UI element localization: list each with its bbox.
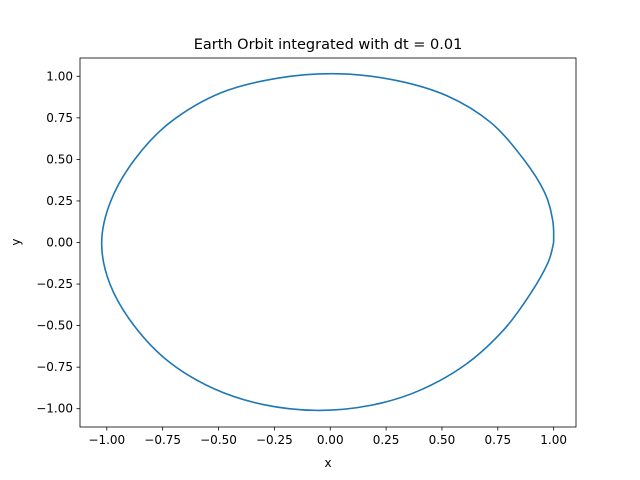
x-tick-label: −0.50: [200, 433, 237, 447]
x-tick-label: −0.75: [144, 433, 181, 447]
y-axis-label: y: [9, 238, 23, 245]
x-axis-ticks: −1.00 −0.75 −0.50 −0.25 0.00 0.25 0.50 0.75 1.00: [88, 427, 567, 447]
x-tick-label: 0.25: [373, 433, 400, 447]
x-tick-label: −1.00: [88, 433, 125, 447]
y-tick-label: −0.50: [36, 319, 73, 333]
x-tick-label: 0.00: [317, 433, 344, 447]
y-tick-label: 0.25: [46, 194, 73, 208]
x-axis-label: x: [324, 456, 331, 470]
x-tick-label: 0.75: [484, 433, 511, 447]
x-tick-label: 1.00: [540, 433, 567, 447]
orbit-series-line: [100, 72, 555, 412]
y-tick-label: 0.75: [46, 111, 73, 125]
y-tick-label: 0.50: [46, 152, 73, 166]
x-tick-label: −0.25: [256, 433, 293, 447]
y-tick-label: 0.00: [46, 236, 73, 250]
y-tick-label: 1.00: [46, 69, 73, 83]
chart-title: Earth Orbit integrated with dt = 0.01: [194, 37, 463, 53]
y-tick-label: −0.25: [36, 277, 73, 291]
series-layer: [100, 72, 555, 412]
plot-frame: [79, 57, 577, 428]
y-tick-label: −1.00: [36, 402, 73, 416]
plot-area: [80, 58, 576, 427]
y-axis-ticks: −1.00 −0.75 −0.50 −0.25 0.00 0.25 0.50 0.75 1.00: [36, 69, 80, 416]
x-tick-label: 0.50: [429, 433, 456, 447]
y-tick-label: −0.75: [36, 360, 73, 374]
